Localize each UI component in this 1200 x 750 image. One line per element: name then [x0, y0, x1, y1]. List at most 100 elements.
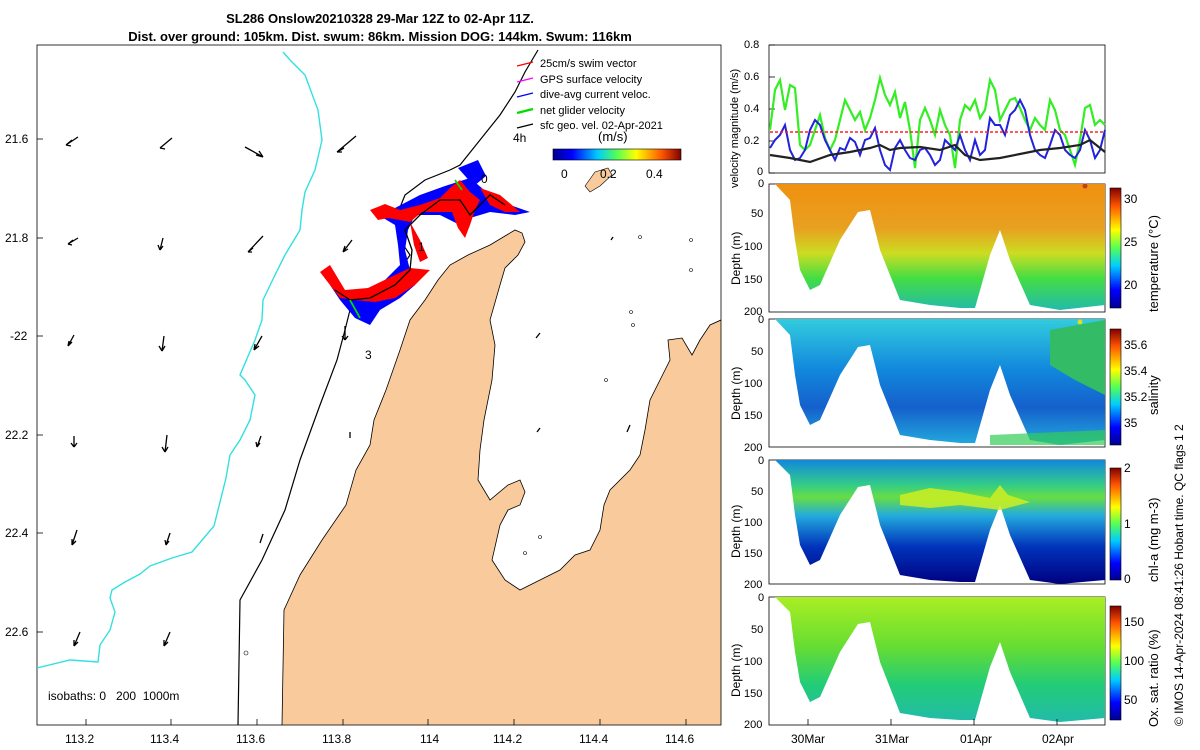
time-tick: 31Mar — [875, 732, 910, 746]
cbar-tick: 50 — [1124, 693, 1138, 707]
cbar-label-salinity: salinity — [1146, 375, 1161, 415]
cbar-tick: 30 — [1124, 192, 1138, 206]
geostrophic-velocity-line — [769, 138, 1106, 164]
x-tick: 114 — [420, 732, 440, 746]
glider-track — [320, 160, 530, 325]
depth-tick: 50 — [751, 624, 764, 636]
cbar-tick: 35.4 — [1124, 364, 1148, 378]
x-tick: 113.4 — [150, 732, 180, 746]
y-tick: 0.4 — [744, 103, 760, 115]
section-panel-salinity — [768, 318, 1122, 448]
depth-tick: 150 — [744, 274, 763, 286]
legend-gps-velocity: GPS surface velocity — [540, 73, 643, 86]
y-tick: -22 — [10, 329, 28, 343]
legend-labels: 25cm/s swim vector GPS surface velocity … — [540, 57, 663, 135]
colorbar-interval: 4h — [513, 131, 527, 145]
day-marker: 1 — [418, 240, 425, 254]
map-panel — [36, 44, 722, 726]
cbar-tick: 35.2 — [1124, 390, 1148, 404]
current-velocity-line — [769, 97, 1106, 172]
x-tick: 113.6 — [236, 732, 266, 746]
velocity-colorbar — [552, 148, 682, 161]
depth-ylabel-temperature: Depth (m) — [729, 231, 743, 285]
legend-current-velocity: dive-avg current veloc. — [540, 89, 651, 101]
land-mass — [281, 229, 721, 725]
cbar-tick: 150 — [1124, 615, 1145, 629]
y-tick: 22.4 — [5, 526, 29, 540]
copyright-note: © IMOS 14-Apr-2024 08:41:26 Hobart time.… — [1172, 424, 1186, 726]
colorbar-tick: 0 — [561, 167, 568, 181]
depth-ylabel-oxsat: Depth (m) — [729, 643, 743, 697]
cbar-label-oxsat: Ox. sat. ratio (%) — [1146, 629, 1161, 727]
plot-title-line1: SL286 Onslow20210328 29-Mar 12Z to 02-Ap… — [226, 11, 534, 26]
day-marker: 0 — [481, 172, 488, 186]
section-panel-chla — [768, 459, 1122, 585]
depth-tick: 100 — [744, 241, 763, 253]
legend-net-velocity: net glider velocity — [540, 104, 625, 117]
geostrophic-arrows — [65, 135, 631, 647]
colorbar-tick: 0.4 — [646, 167, 663, 181]
section-panel-oxsat — [768, 596, 1122, 726]
cbar-label-chla: chl-a (mg m-3) — [1146, 497, 1161, 582]
y-tick: 0 — [757, 166, 764, 178]
x-tick: 113.8 — [322, 732, 352, 746]
depth-tick: 0 — [758, 178, 765, 190]
x-tick: 114.2 — [493, 732, 523, 746]
depth-tick: 100 — [744, 517, 763, 529]
depth-tick: 200 — [744, 719, 763, 731]
y-tick: 0.8 — [744, 39, 760, 51]
depth-tick: 0 — [758, 314, 765, 326]
y-tick: 21.6 — [5, 132, 29, 146]
depth-tick: 100 — [744, 656, 763, 668]
legend-swim-vector: 25cm/s swim vector — [540, 58, 637, 70]
x-tick: 114.6 — [665, 732, 695, 746]
velocity-ylabel: velocity magnitude (m/s) — [729, 68, 741, 188]
depth-tick: 50 — [751, 208, 764, 220]
x-tick: 114.4 — [579, 732, 609, 746]
depth-tick: 150 — [744, 688, 763, 700]
depth-tick: 200 — [744, 442, 763, 454]
y-tick: 22.6 — [5, 625, 29, 639]
section-panel-temperature — [768, 183, 1122, 313]
y-tick: 22.2 — [5, 428, 29, 442]
time-tick: 01Apr — [960, 732, 993, 746]
colorbar-tick: 0.2 — [600, 167, 617, 181]
depth-tick: 200 — [744, 306, 763, 318]
depth-tick: 0 — [758, 592, 765, 604]
depth-tick: 150 — [744, 410, 763, 422]
y-tick: 0.2 — [744, 135, 760, 147]
legend-geo-velocity: sfc geo. vel. 02-Apr-2021 — [540, 120, 663, 132]
day-marker: 3 — [365, 348, 372, 362]
velocity-panel — [768, 44, 1106, 174]
depth-tick: 50 — [751, 486, 764, 498]
y-tick: 21.8 — [5, 231, 29, 245]
cbar-tick: 25 — [1124, 235, 1138, 249]
depth-tick: 200 — [744, 579, 763, 591]
cbar-tick: 35 — [1124, 416, 1138, 430]
depth-tick: 0 — [758, 455, 765, 467]
depth-tick: 50 — [751, 346, 764, 358]
depth-ylabel-chla: Depth (m) — [729, 504, 743, 558]
map-x-axis: 113.2 113.4 113.6 113.8 114 114.2 114.4 … — [0, 732, 760, 748]
depth-ylabel-salinity: Depth (m) — [729, 366, 743, 420]
colorbar-units: (m/s) — [598, 129, 628, 144]
y-tick: 0.6 — [744, 71, 760, 83]
cbar-tick: 1 — [1124, 517, 1131, 531]
cbar-tick: 2 — [1124, 461, 1131, 475]
isobath-label: isobaths: 0 200 1000m — [48, 689, 180, 703]
cbar-tick: 100 — [1124, 654, 1145, 668]
depth-tick: 100 — [744, 378, 763, 390]
map-legend — [516, 61, 534, 129]
time-tick: 30Mar — [791, 732, 826, 746]
plot-title-line2: Dist. over ground: 105km. Dist. swum: 86… — [128, 29, 632, 44]
time-tick: 02Apr — [1042, 732, 1075, 746]
x-tick: 113.2 — [65, 732, 95, 746]
cbar-label-temperature: temperature (°C) — [1146, 215, 1161, 312]
cbar-tick: 35.6 — [1124, 338, 1148, 352]
cbar-tick: 0 — [1124, 572, 1131, 586]
depth-tick: 150 — [744, 548, 763, 560]
island — [584, 167, 613, 193]
cbar-tick: 20 — [1124, 278, 1138, 292]
isobath-1000m — [37, 51, 323, 669]
